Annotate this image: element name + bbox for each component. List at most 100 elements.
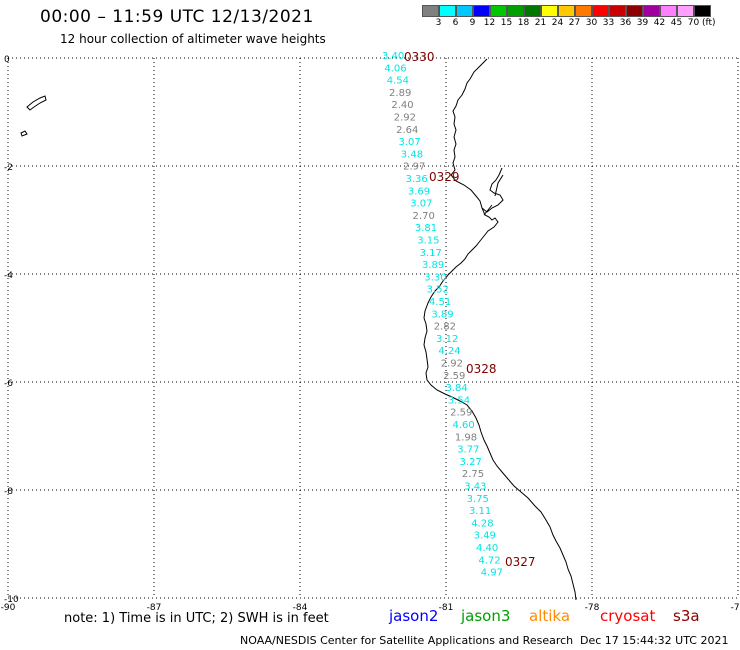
x-tick-label: -90 [1,603,16,613]
legend-tick: 70 [687,18,700,28]
swh-value: 4.54 [387,76,409,87]
legend-swatch [473,5,490,17]
swh-value: 3.89 [431,309,453,320]
page-title: 00:00 – 11:59 UTC 12/13/2021 [40,7,314,27]
swh-value: 3.49 [474,531,496,542]
legend-tick: 42 [653,18,666,28]
legend-tick: 9 [469,18,476,28]
legend-tick: 15 [500,18,513,28]
swh-value: 2.92 [441,359,463,370]
swh-value: 4.72 [478,555,500,566]
satellite-label-altika: altika [529,607,571,625]
legend-swatch [524,5,541,17]
legend-swatch [456,5,473,17]
swh-value: 3.54 [448,395,470,406]
swh-value: 2.64 [396,125,418,136]
legend-tick: 6 [452,18,459,28]
swh-value: 1.98 [455,432,477,443]
legend-ticks: 3 6 9 12 15 18 21 24 27 30 33 36 39 42 45 70 (ft) [422,18,716,28]
map-grid [7,57,739,599]
swh-value: 2.59 [450,408,472,419]
legend-tick: 24 [551,18,564,28]
legend-swatch [626,5,643,17]
swh-value: 3.48 [401,149,423,160]
satellite-label-cryosat: cryosat [600,607,656,625]
legend-tick: 30 [585,18,598,28]
swh-value: 3.07 [398,137,420,148]
y-tick-label: -10 [4,595,19,605]
island [26,95,47,111]
swh-value: 3.69 [408,186,430,197]
swh-value: 3.15 [417,236,439,247]
swh-value: 3.52 [427,285,449,296]
legend-swatch [677,5,694,17]
legend-swatch [643,5,660,17]
swh-value: 3.11 [469,506,491,517]
y-axis-labels: 0 -2 -4 -6 -8 -10 [4,55,19,605]
x-tick-label: -87 [147,603,162,613]
legend-tick: 36 [619,18,632,28]
credit-line: NOAA/NESDIS Center for Satellite Applica… [240,634,574,647]
y-tick-label: -6 [4,379,13,389]
legend-swatches [422,5,716,17]
island [20,130,28,137]
swh-value: 3.12 [436,334,458,345]
pass-time-label: 0330 [404,50,435,64]
color-legend: 3 6 9 12 15 18 21 24 27 30 33 36 39 42 45 70 (ft) [422,5,716,28]
legend-tick: 21 [534,18,547,28]
swh-value: 3.40 [382,51,404,62]
swh-value: 2.59 [443,371,465,382]
y-tick-label: 0 [4,55,10,65]
satellite-label-s3a: s3a [673,607,700,625]
swh-value: 3.77 [457,445,479,456]
swh-value: 3.84 [445,383,467,394]
legend-tick: 45 [670,18,683,28]
y-tick-label: -2 [4,163,13,173]
legend-tick: 27 [568,18,581,28]
swh-value: 2.70 [413,211,435,222]
swh-value: 3.89 [422,260,444,271]
legend-swatch [490,5,507,17]
swh-value: 4.24 [438,346,460,357]
page-subtitle: 12 hour collection of altimeter wave hei… [60,32,326,46]
swh-value: 3.07 [410,199,432,210]
legend-tick: 3 [435,18,442,28]
units-note: note: 1) Time is in UTC; 2) SWH is in fe… [64,611,329,626]
coastline [423,58,577,601]
pass-time-label: 0328 [466,362,497,376]
coastline-gulf [481,167,504,216]
x-axis-labels: -90 -87 -84 -81 -78 -75 [1,603,740,613]
legend-tick: 12 [483,18,496,28]
swh-value: 4.51 [429,297,451,308]
swh-value: 3.30 [424,272,446,283]
swh-value: 2.89 [389,88,411,99]
swh-value: 4.06 [384,63,406,74]
x-tick-label: -75 [731,603,740,613]
swh-value: 3.43 [464,482,486,493]
y-tick-label: -8 [4,487,13,497]
swh-value: 2.97 [403,162,425,173]
legend-swatch [422,5,439,17]
legend-swatch [541,5,558,17]
swh-value: 2.92 [394,113,416,124]
legend-swatch [609,5,626,17]
legend-swatch [558,5,575,17]
swh-value: 3.27 [460,457,482,468]
swh-value: 3.17 [420,248,442,259]
legend-swatch [694,5,711,17]
legend-swatch [575,5,592,17]
y-tick-label: -4 [4,271,13,281]
legend-tick: 39 [636,18,649,28]
swh-value: 4.97 [481,568,503,579]
legend-unit: (ft) [702,18,716,28]
swh-value: 4.60 [453,420,475,431]
x-tick-label: -81 [439,603,454,613]
generated-timestamp: Dec 17 15:44:32 UTC 2021 [580,634,729,647]
satellite-label-jason2: jason2 [389,607,439,625]
legend-swatch [439,5,456,17]
legend-swatch [507,5,524,17]
legend-tick: 33 [602,18,615,28]
swh-value: 3.81 [415,223,437,234]
swh-values: 3.404.064.542.892.402.922.643.073.482.97… [382,51,503,579]
